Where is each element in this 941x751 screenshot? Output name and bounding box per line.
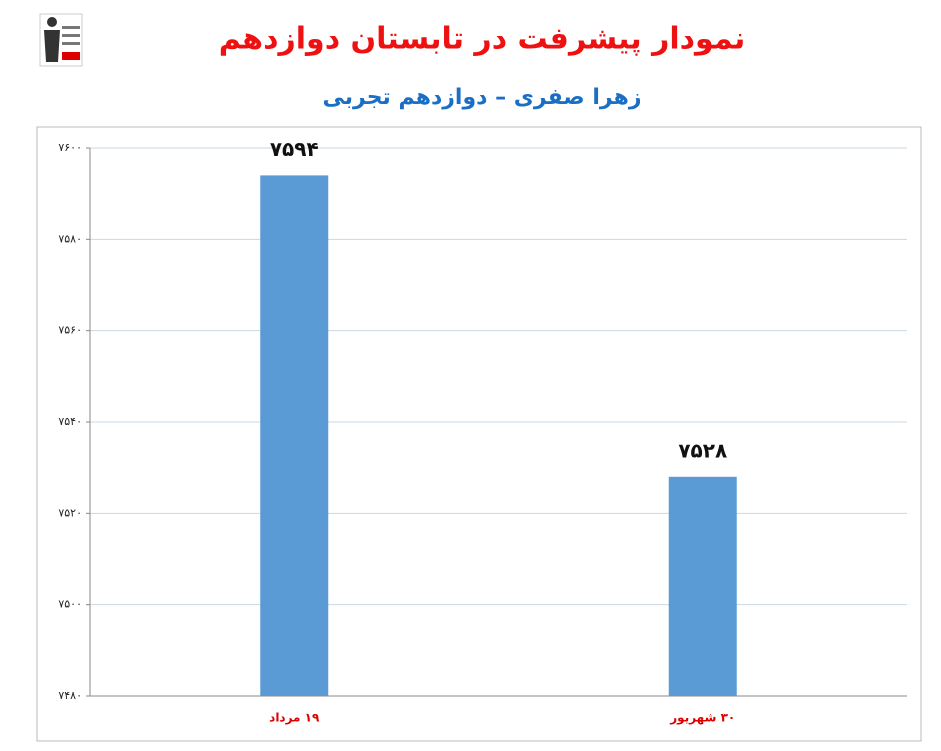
y-tick-label: ۷۵۰۰ [58,598,82,611]
value-label: ۷۵۲۸ [678,438,727,462]
logo-line [62,42,80,45]
y-tick-label: ۷۴۸۰ [58,689,82,702]
logo [39,13,83,67]
logo-line [62,34,80,37]
x-tick-label: ۳۰ شهریور [669,711,735,726]
bar [260,175,329,696]
chart-subtitle: زهرا صفری – دوازدهم تجربی [322,85,641,110]
y-tick-label: ۷۵۶۰ [58,324,82,337]
chart-title: نمودار پیشرفت در تابستان دوازدهم [219,22,745,57]
logo-head [47,17,57,27]
value-label: ۷۵۹۴ [270,137,319,161]
bar [668,476,737,696]
logo-badge [62,52,80,60]
logo-body [44,30,60,62]
x-tick-label: ۱۹ مرداد [269,711,320,725]
y-tick-label: ۷۵۲۰ [58,506,82,519]
y-tick-label: ۷۶۰۰ [58,141,82,154]
y-tick-label: ۷۵۸۰ [58,232,82,245]
y-tick-label: ۷۵۴۰ [58,415,82,428]
logo-line [62,26,80,29]
chart-frame [36,126,922,742]
